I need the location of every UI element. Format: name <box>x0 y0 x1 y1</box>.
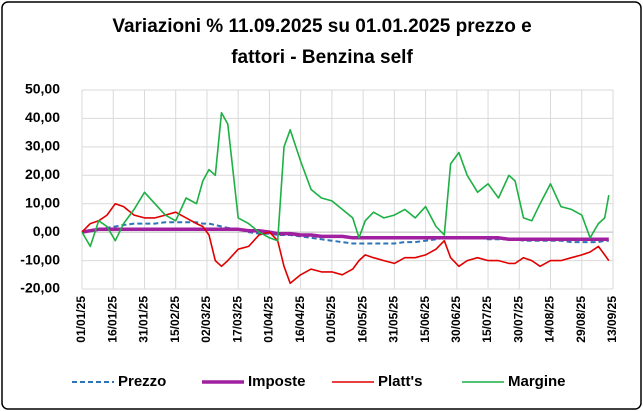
x-tick-label: 16/01/25 <box>105 296 119 343</box>
y-tick-label: -10,00 <box>20 251 60 267</box>
y-tick-label: 40,00 <box>25 109 60 125</box>
legend-label: Imposte <box>248 373 306 390</box>
x-tick-label: 31/05/25 <box>387 296 401 343</box>
x-tick-label: 13/09/25 <box>605 296 619 343</box>
y-tick-label: 10,00 <box>25 194 60 210</box>
legend-label: Margine <box>508 373 566 390</box>
x-tick-label: 15/02/25 <box>168 296 182 343</box>
y-tick-label: 30,00 <box>25 138 60 154</box>
x-tick-label: 30/07/25 <box>511 296 525 343</box>
x-tick-label: 15/07/25 <box>480 296 494 343</box>
series-line <box>81 221 609 245</box>
series-line <box>81 202 610 285</box>
series-line <box>81 227 609 242</box>
x-tick-label: 01/05/25 <box>324 296 338 343</box>
legend-label: Platt's <box>378 373 422 390</box>
x-tick-label: 15/06/25 <box>418 296 432 343</box>
x-tick-label: 29/08/25 <box>574 296 588 343</box>
series-line <box>81 111 610 248</box>
x-tick-label: 17/03/25 <box>230 296 244 343</box>
x-tick-label: 30/06/25 <box>449 296 463 343</box>
x-tick-label: 02/03/25 <box>199 296 213 343</box>
y-tick-label: 20,00 <box>25 166 60 182</box>
y-tick-label: -20,00 <box>20 280 60 296</box>
x-tick-label: 16/04/25 <box>293 296 307 343</box>
chart-title: Variazioni % 11.09.2025 su 01.01.2025 pr… <box>112 16 531 37</box>
x-tick-label: 14/08/25 <box>543 296 557 343</box>
y-tick-label: 50,00 <box>25 81 60 97</box>
x-tick-label: 16/05/25 <box>355 296 369 343</box>
y-tick-label: 0,00 <box>33 223 60 239</box>
chart-title: fattori - Benzina self <box>231 47 413 68</box>
legend-label: Prezzo <box>118 373 166 390</box>
x-tick-label: 01/01/25 <box>74 296 88 343</box>
x-tick-label: 31/01/25 <box>137 296 151 343</box>
x-tick-label: 01/04/25 <box>262 296 276 343</box>
